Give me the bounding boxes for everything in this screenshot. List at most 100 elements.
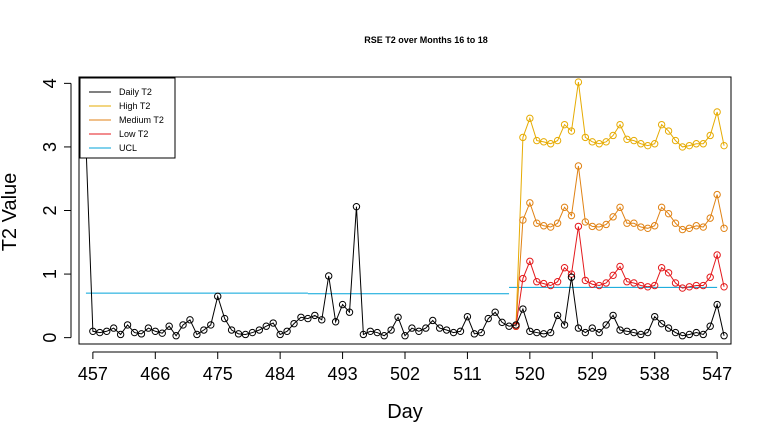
daily-t2-point — [109, 324, 118, 332]
low-t2-point — [574, 222, 583, 231]
medium-t2-point — [546, 223, 555, 231]
daily-t2-point — [623, 327, 631, 335]
low-t2-point — [692, 281, 701, 290]
low-t2-point — [644, 283, 652, 291]
medium-t2-point — [678, 225, 687, 234]
legend-box — [79, 77, 176, 159]
daily-t2-point — [581, 328, 590, 337]
plot-frame — [78, 76, 732, 345]
daily-t2-point — [214, 292, 222, 301]
daily-t2-point — [678, 332, 687, 340]
medium-t2-point — [595, 223, 603, 231]
low-t2-point — [657, 264, 666, 272]
high-t2-point — [720, 141, 728, 150]
high-t2-point — [692, 140, 701, 148]
legend-label: Low T2 — [119, 129, 148, 139]
daily-t2-point — [116, 330, 125, 339]
daily-t2-point — [227, 326, 236, 334]
low-t2-point — [602, 279, 610, 287]
medium-t2-point — [526, 199, 534, 207]
x-tick-label: 520 — [515, 364, 545, 384]
low-t2-point — [540, 279, 548, 288]
x-tick-label: 466 — [140, 364, 170, 384]
daily-t2-point — [241, 330, 250, 339]
low-t2-point — [533, 278, 541, 286]
daily-t2-point — [165, 322, 173, 330]
x-tick-label: 493 — [328, 364, 358, 384]
daily-t2-point — [130, 328, 139, 337]
daily-t2-point — [234, 330, 243, 338]
low-t2-line — [515, 226, 725, 327]
high-t2-point — [602, 138, 610, 146]
low-t2-point — [588, 280, 596, 288]
legend: Daily T2 High T2 Medium T2 Low T2 UCL — [79, 77, 176, 159]
high-t2-point — [567, 127, 576, 135]
high-t2-point — [630, 136, 638, 145]
daily-t2-point — [401, 332, 409, 340]
low-t2-point — [630, 279, 638, 287]
y-axis: 0 1 2 3 4 — [40, 78, 72, 343]
high-t2-point — [560, 120, 569, 129]
daily-t2-point — [297, 313, 305, 321]
medium-t2-point — [637, 223, 645, 231]
daily-t2-point — [200, 326, 208, 334]
low-t2-point — [651, 281, 659, 290]
y-tick-label: 3 — [40, 142, 60, 152]
daily-t2-point — [637, 330, 645, 339]
high-t2-point — [581, 133, 590, 142]
series-layer — [82, 78, 728, 340]
daily-t2-point — [477, 328, 485, 337]
low-t2-point — [526, 257, 534, 266]
daily-t2-point — [553, 311, 562, 320]
daily-t2-point — [435, 324, 444, 332]
high-t2-point — [553, 136, 562, 145]
medium-t2-point — [574, 162, 583, 170]
daily-t2-point — [442, 326, 451, 334]
low-t2-point — [664, 269, 673, 277]
daily-t2-point — [588, 324, 596, 332]
daily-t2-point — [103, 327, 111, 335]
daily-t2-point — [609, 311, 617, 320]
daily-t2-point — [373, 328, 381, 337]
medium-t2-point — [553, 219, 562, 227]
chart-title: RSE T2 over Months 16 to 18 — [364, 35, 488, 45]
daily-t2-point — [345, 308, 354, 316]
medium-t2-point — [567, 211, 576, 220]
medium-t2-point — [533, 219, 541, 227]
daily-t2-point — [318, 316, 326, 324]
low-t2-point — [609, 271, 617, 280]
high-t2-point — [526, 114, 534, 123]
high-t2-point — [657, 120, 666, 129]
daily-t2-point — [429, 316, 437, 325]
medium-t2-line — [515, 165, 725, 327]
low-t2-point — [560, 264, 569, 272]
medium-t2-point — [713, 190, 721, 199]
medium-t2-point — [692, 222, 701, 230]
daily-t2-point — [408, 324, 416, 332]
legend-label: High T2 — [119, 101, 150, 111]
x-tick-label: 538 — [640, 364, 670, 384]
daily-t2-point — [151, 327, 159, 335]
x-axis: 457 466 475 484 493 502 511 520 529 538 547 — [78, 351, 732, 384]
legend-label: UCL — [119, 143, 137, 153]
low-t2-point — [671, 279, 680, 287]
daily-t2-point — [269, 319, 277, 327]
low-t2-point — [637, 281, 645, 290]
daily-t2-point — [311, 311, 319, 320]
medium-t2-point — [651, 222, 659, 230]
high-t2-point — [713, 108, 721, 116]
daily-t2-point — [498, 318, 506, 327]
daily-t2-point — [325, 272, 333, 280]
medium-t2-point — [560, 203, 569, 212]
medium-t2-point — [588, 222, 596, 231]
y-tick-label: 0 — [40, 333, 60, 343]
daily-t2-point — [193, 330, 201, 339]
daily-t2-point — [144, 324, 153, 332]
low-t2-point — [616, 262, 624, 271]
high-t2-line — [515, 82, 725, 327]
legend-label: Daily T2 — [119, 87, 152, 97]
daily-t2-point — [560, 321, 569, 329]
daily-t2-point — [422, 324, 430, 332]
daily-t2-point — [519, 305, 527, 313]
daily-t2-line — [85, 143, 725, 337]
